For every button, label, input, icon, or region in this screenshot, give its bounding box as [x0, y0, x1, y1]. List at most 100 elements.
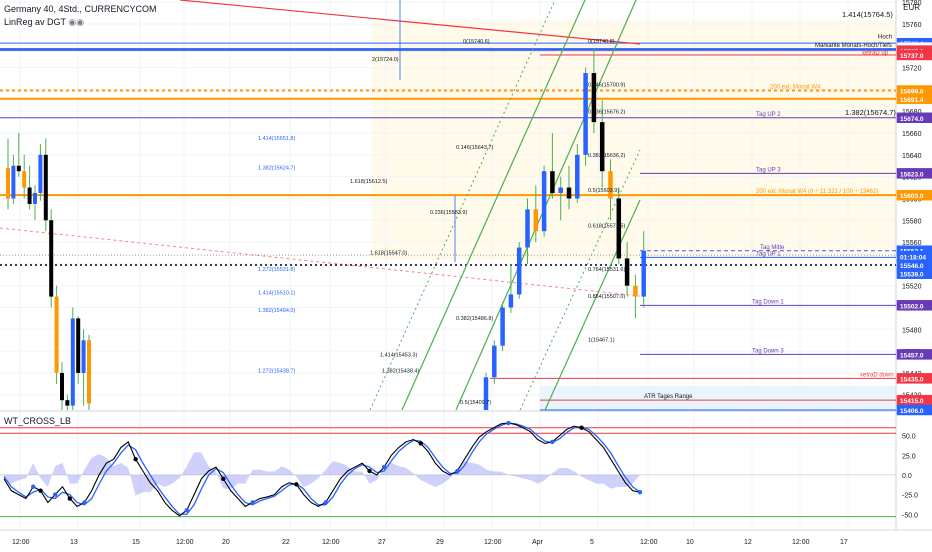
annotation-label: 200 ext. Monat W4 (0 ÷ 11.321 / 100 ÷ 13… — [756, 189, 878, 195]
candle-body — [54, 296, 59, 373]
annotation-label: Hoch — [878, 34, 892, 40]
price-tag-label: 15457.0 — [900, 352, 924, 359]
time-tick-label: 5 — [590, 539, 594, 546]
candle-body — [6, 167, 10, 199]
time-tick-label: 10 — [686, 539, 694, 546]
fib-label-mid: 0.236(15583.9) — [430, 210, 467, 216]
indicator-legend: LinReg av DGT ◉◉ — [4, 16, 84, 28]
price-tick-label: 15760 — [902, 22, 922, 29]
annotation-label: xetraD down — [860, 372, 894, 378]
time-tick-label: 17 — [840, 539, 848, 546]
price-tag-label: 15603.0 — [900, 193, 924, 200]
fib-label-left: 1.272(15531.8) — [258, 267, 295, 273]
lower-pane-legend: WT_CROSS_LB — [4, 415, 71, 427]
symbol-legend: Germany 40, 4Std., CURRENCYCOM — [4, 3, 157, 15]
price-tag — [896, 404, 932, 416]
fib-label-mid: 1.618(15547.0) — [370, 250, 407, 256]
candle-body — [633, 285, 638, 297]
fib-label-right: 0.382(15636.2) — [588, 153, 625, 159]
osc-cross-dot — [381, 464, 387, 470]
annotation-label: xetraD up — [862, 51, 889, 57]
price-tag — [896, 49, 932, 61]
time-tick-label: 12:00 — [322, 539, 340, 546]
fib-label-mid: 0.146(15643.7) — [456, 145, 493, 151]
candle-body — [508, 294, 514, 308]
annotation-label: Tag Down 3 — [752, 348, 784, 354]
fib-label-left: 1.382(15494.0) — [258, 308, 295, 314]
price-tag-label: 15502.0 — [900, 303, 924, 310]
fib-label-left: 1.414(15510.1) — [258, 290, 295, 296]
candle-body — [70, 318, 75, 406]
osc-cross-dot — [38, 488, 43, 493]
annotation-label: 1.414(15764.5) — [842, 10, 893, 19]
annotation-label: Tag Down 1 — [752, 299, 784, 305]
osc-cross-dot — [133, 457, 138, 462]
candle-body — [616, 198, 622, 259]
price-tag-label: 15546.0 — [900, 263, 924, 270]
candle-body — [11, 165, 16, 199]
time-tick-label: Apr — [532, 539, 544, 546]
price-tick-label: 15520 — [902, 284, 922, 291]
fib-label-mid: 0(15740.6) — [463, 39, 490, 45]
candle-body — [483, 377, 489, 410]
osc-tick-label: 50.0 — [902, 434, 916, 441]
fib-label-mid: 2(15724.0) — [372, 57, 399, 63]
candle-body — [16, 165, 21, 172]
annotation-label: Tag UP 1 — [756, 251, 781, 257]
price-tag-label: 15539.0 — [900, 272, 924, 279]
osc-wt1-line — [3, 422, 641, 517]
fib-label-right: 1(15467.1) — [588, 337, 615, 343]
fib-label-mid: 0.382(15486.8) — [456, 316, 493, 322]
osc-tick-label: -25.0 — [902, 493, 918, 500]
candle-body — [516, 247, 522, 295]
osc-cross-dot — [31, 484, 36, 489]
osc-cross-dot — [250, 500, 255, 505]
visibility-icon[interactable]: ◉◉ — [68, 17, 85, 27]
candle-body — [575, 154, 580, 199]
time-tick-label: 13 — [70, 539, 78, 546]
price-tag — [896, 168, 932, 179]
osc-cross-dot — [82, 500, 87, 505]
candle-body — [49, 220, 54, 297]
osc-tick-label: -50.0 — [902, 512, 918, 519]
annotation-label: 200 ext. Monat W4 — [770, 85, 821, 91]
price-tag — [896, 373, 932, 384]
candle-body — [87, 340, 91, 404]
osc-cross-dot — [455, 468, 460, 474]
candle-body — [492, 345, 497, 378]
fib-label-right: 0.854(15507.0) — [588, 294, 625, 300]
price-tick-label: 15640 — [902, 153, 922, 160]
price-tick-label: 15780 — [902, 0, 922, 7]
price-tag-label: 15691.4 — [900, 97, 924, 104]
price-tick-label: 15560 — [902, 240, 922, 247]
fib-label-right: 0.618(15571.5) — [588, 224, 625, 230]
price-tag-label: 01:18:04 — [900, 254, 926, 261]
price-tag-label: 15435.0 — [900, 376, 924, 383]
osc-cross-dot — [579, 425, 584, 430]
time-tick-label: 12:00 — [484, 539, 502, 546]
price-tag-label: 15699.0 — [900, 89, 924, 96]
candle-body — [641, 250, 646, 297]
candle-body — [22, 171, 27, 188]
annotation-label: ATR Tages Range — [644, 394, 693, 400]
price-tag-label: 15623.0 — [900, 171, 924, 178]
lower-pane-title: WT_CROSS_LB — [4, 416, 72, 426]
osc-cross-dot — [52, 492, 58, 497]
candle-body — [583, 73, 588, 155]
price-tick-label: 15720 — [902, 66, 922, 73]
fib-zone-fill — [372, 20, 896, 260]
annotation-label: Tag UP 3 — [756, 167, 781, 173]
time-tick-label: 27 — [378, 539, 386, 546]
fib-label-left: 1.382(15624.7) — [258, 166, 295, 172]
price-tag-label: 15737.0 — [900, 53, 924, 60]
fib-label-right: 0.5(15603.9) — [588, 188, 619, 194]
candle-body — [533, 209, 539, 232]
price-tag — [896, 189, 932, 201]
annotation-label: Markante Monats-Hoch/Tiefs — [815, 43, 892, 49]
time-tick-label: 12:00 — [792, 539, 810, 546]
time-tick-label: 12:00 — [176, 539, 194, 546]
price-tick-label: 15660 — [902, 131, 922, 138]
price-tag — [896, 93, 932, 105]
